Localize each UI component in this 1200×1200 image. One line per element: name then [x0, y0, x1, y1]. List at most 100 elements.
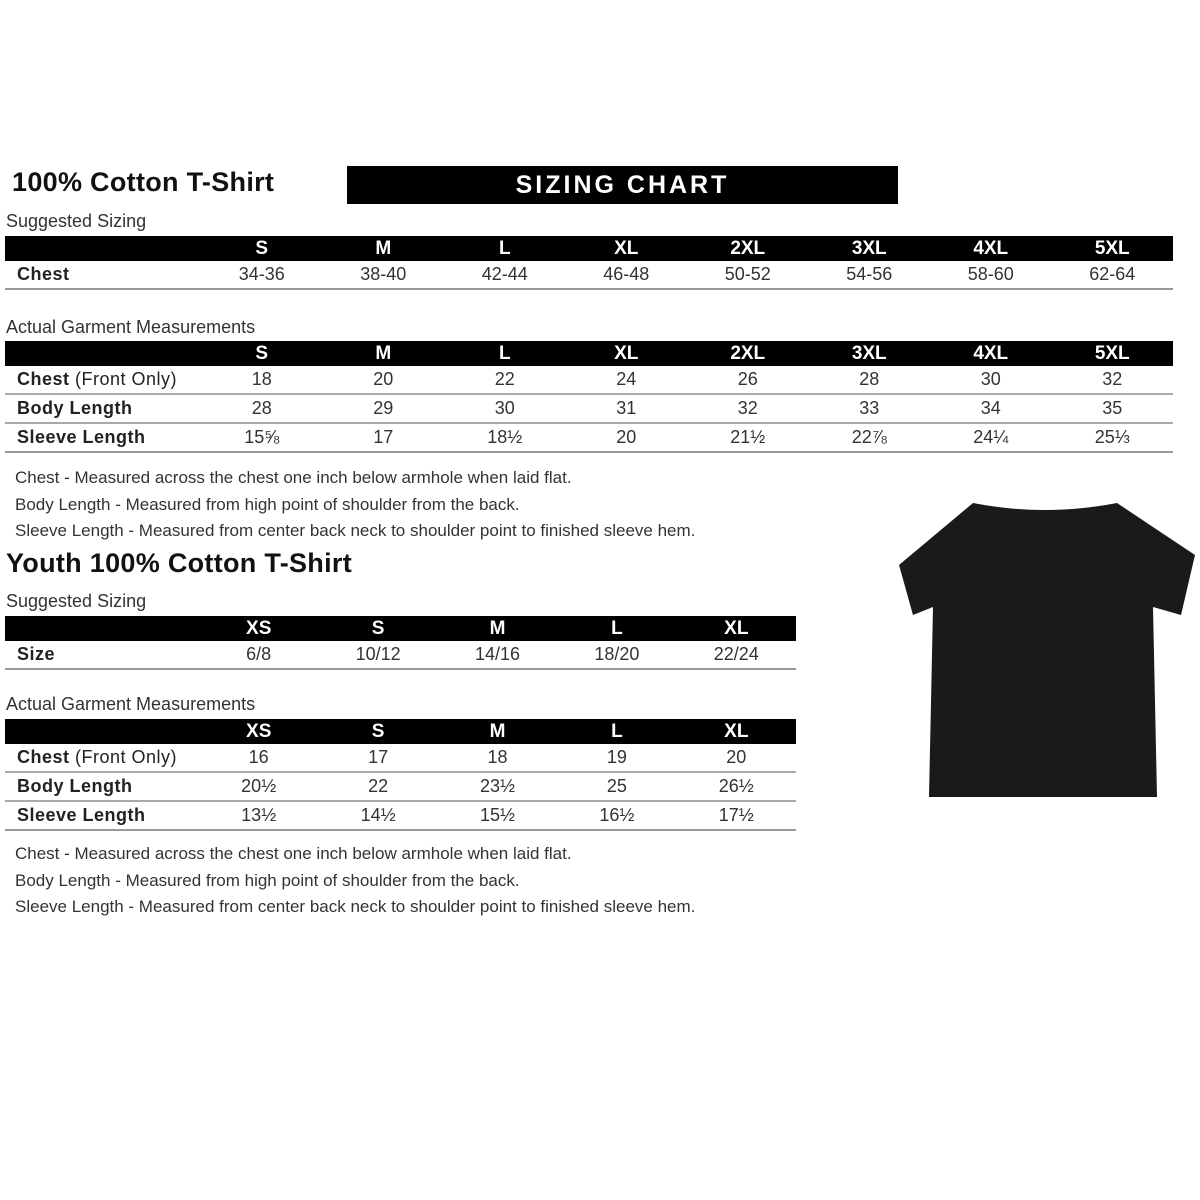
measurement-cell: 17½: [676, 801, 796, 831]
row-label-text: Sleeve Length: [17, 805, 146, 825]
size-header: 3XL: [808, 236, 930, 261]
table-row: Chest 34-36 38-40 42-44 46-48 50-52 54-56 58-60…: [5, 261, 1173, 290]
measurement-cell: 14/16: [437, 641, 558, 670]
size-header: XL: [565, 236, 687, 261]
measurement-cell: 34-36: [201, 261, 323, 290]
measurement-cell: 32: [687, 394, 809, 424]
size-header: M: [437, 616, 558, 641]
measurement-cell: 19: [557, 744, 677, 773]
note-body-length: Body Length - Measured from high point o…: [15, 870, 520, 890]
size-header: 5XL: [1051, 236, 1173, 261]
size-header: S: [201, 236, 323, 261]
measurement-cell: 16½: [557, 801, 677, 831]
row-label-text: Size: [17, 644, 56, 664]
header-blank: [5, 719, 199, 744]
measurement-cell: 25⅓: [1051, 423, 1173, 453]
measurement-cell: 22⅞: [808, 423, 930, 453]
youth-suggested-table: XS S M L XL Size 6/8 10/12 14/16 18/20 22/24: [5, 616, 796, 670]
youth-actual-table: XS S M L XL Chest (Front Only) 16 17 18 19 20 Body …: [5, 719, 796, 831]
adult-actual-table: S M L XL 2XL 3XL 4XL 5XL Chest (Front Only) 18 20 2…: [5, 341, 1173, 453]
size-header: XS: [199, 719, 319, 744]
measurement-cell: 15⅝: [201, 423, 323, 453]
measurement-cell: 26½: [676, 772, 796, 802]
row-label-note: (Front Only): [69, 369, 178, 389]
adult-actual-label: Actual Garment Measurements: [6, 317, 256, 337]
measurement-cell: 30: [444, 394, 566, 424]
adult-notes: Chest - Measured across the chest one in…: [15, 465, 695, 545]
note-sleeve-length: Sleeve Length - Measured from center bac…: [15, 897, 696, 916]
size-header: S: [318, 616, 438, 641]
measurement-cell: 20: [676, 744, 796, 773]
size-header: S: [201, 341, 323, 366]
measurement-cell: 18: [201, 366, 323, 395]
row-label: Body Length: [5, 772, 199, 802]
row-label-text: Body Length: [17, 776, 133, 796]
measurement-cell: 33: [808, 394, 930, 424]
table-row: Sleeve Length 13½ 14½ 15½ 16½ 17½: [5, 801, 796, 831]
youth-title: Youth 100% Cotton T-Shirt: [6, 548, 352, 578]
measurement-cell: 21½: [687, 423, 809, 453]
note-chest: Chest - Measured across the chest one in…: [15, 844, 572, 863]
size-header: S: [318, 719, 438, 744]
header-blank: [5, 616, 199, 641]
size-header: 4XL: [930, 341, 1052, 366]
measurement-cell: 62-64: [1051, 261, 1173, 290]
measurement-cell: 14½: [318, 801, 438, 831]
measurement-cell: 25: [557, 772, 677, 802]
size-header: XL: [676, 719, 796, 744]
size-header: 2XL: [687, 236, 809, 261]
sizing-chart-banner: SIZING CHART: [347, 166, 898, 204]
size-header: 4XL: [930, 236, 1052, 261]
size-header-row: S M L XL 2XL 3XL 4XL 5XL: [5, 341, 1173, 366]
table-row: Chest (Front Only) 16 17 18 19 20: [5, 744, 796, 773]
size-header: L: [557, 719, 677, 744]
measurement-cell: 18: [437, 744, 558, 773]
measurement-cell: 22: [444, 366, 566, 395]
measurement-cell: 20: [322, 366, 444, 395]
note-chest: Chest - Measured across the chest one in…: [15, 468, 572, 487]
measurement-cell: 54-56: [808, 261, 930, 290]
row-label-text: Chest: [17, 369, 70, 389]
row-label-note: (Front Only): [69, 747, 178, 767]
adult-suggested-table: S M L XL 2XL 3XL 4XL 5XL Chest 34-36 38-40 42-44 46-…: [5, 236, 1173, 290]
size-header: 3XL: [808, 341, 930, 366]
measurement-cell: 28: [201, 394, 323, 424]
measurement-cell: 13½: [199, 801, 319, 831]
measurement-cell: 58-60: [930, 261, 1052, 290]
row-label-text: Body Length: [17, 398, 133, 418]
measurement-cell: 17: [318, 744, 438, 773]
youth-notes: Chest - Measured across the chest one in…: [15, 841, 695, 921]
measurement-cell: 42-44: [444, 261, 566, 290]
measurement-cell: 32: [1051, 366, 1173, 395]
size-header: L: [444, 236, 566, 261]
note-body-length: Body Length - Measured from high point o…: [15, 494, 520, 514]
table-row: Body Length 28 29 30 31 32 33 34 35: [5, 394, 1173, 424]
row-label-text: Chest: [17, 747, 70, 767]
measurement-cell: 46-48: [565, 261, 687, 290]
size-header: 2XL: [687, 341, 809, 366]
measurement-cell: 15½: [437, 801, 558, 831]
table-row: Sleeve Length 15⅝ 17 18½ 20 21½ 22⅞ 24¼ 25⅓: [5, 423, 1173, 453]
measurement-cell: 28: [808, 366, 930, 395]
note-sleeve-length: Sleeve Length - Measured from center bac…: [15, 521, 696, 540]
header-blank: [5, 341, 201, 366]
measurement-cell: 23½: [437, 772, 558, 802]
youth-suggested-label: Suggested Sizing: [6, 591, 147, 611]
row-label: Chest: [5, 261, 201, 290]
measurement-cell: 38-40: [322, 261, 444, 290]
row-label-text: Sleeve Length: [17, 427, 146, 447]
measurement-cell: 22/24: [676, 641, 796, 670]
measurement-cell: 35: [1051, 394, 1173, 424]
measurement-cell: 24¼: [930, 423, 1052, 453]
measurement-cell: 18½: [444, 423, 566, 453]
size-header: L: [444, 341, 566, 366]
measurement-cell: 29: [322, 394, 444, 424]
row-label: Size: [5, 641, 199, 670]
measurement-cell: 22: [318, 772, 438, 802]
adult-suggested-label: Suggested Sizing: [6, 211, 147, 231]
size-header-row: XS S M L XL: [5, 719, 796, 744]
row-label: Body Length: [5, 394, 201, 424]
measurement-cell: 20½: [199, 772, 319, 802]
row-label: Chest (Front Only): [5, 366, 201, 395]
measurement-cell: 16: [199, 744, 319, 773]
